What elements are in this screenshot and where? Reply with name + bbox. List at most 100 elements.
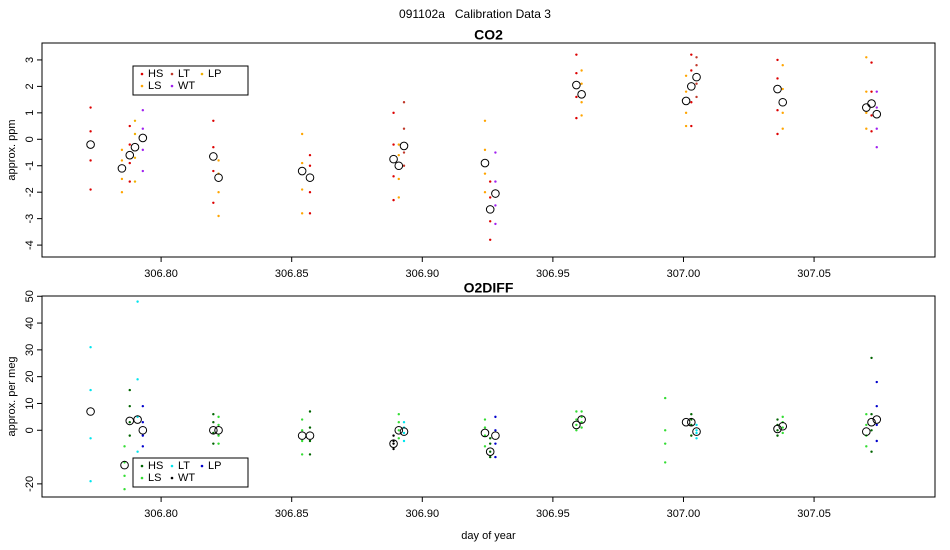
data-point: [684, 90, 688, 93]
mean-marker: [692, 72, 701, 82]
x-tick-label: 306.90: [405, 508, 439, 520]
data-point: [402, 431, 406, 435]
mean-marker: [577, 90, 586, 99]
legend-marker: [140, 476, 144, 480]
data-point: [392, 175, 395, 178]
data-point: [300, 161, 304, 165]
mean-marker: [491, 431, 500, 440]
data-point: [781, 431, 784, 435]
data-point: [133, 156, 137, 160]
mean-marker: [138, 133, 148, 143]
data-point: [128, 161, 131, 165]
data-point: [575, 95, 578, 99]
data-point: [580, 69, 583, 72]
data-point: [870, 450, 873, 453]
data-point: [141, 169, 145, 173]
y-tick-label: 0: [24, 427, 36, 433]
mean-marker: [692, 427, 701, 436]
legend-label: WT: [178, 472, 195, 484]
data-point: [212, 146, 215, 149]
x-axis-label: day of year: [461, 530, 516, 542]
data-point: [120, 177, 124, 181]
data-point: [875, 404, 878, 408]
data-point: [120, 159, 124, 162]
data-point: [690, 412, 693, 416]
data-point: [575, 71, 578, 75]
data-point: [488, 196, 492, 199]
data-point: [392, 434, 395, 437]
x-tick-label: 306.80: [144, 508, 178, 520]
data-point: [865, 111, 868, 115]
y-tick-label: 1: [24, 110, 36, 116]
legend-marker: [170, 476, 174, 480]
data-point: [776, 58, 779, 62]
x-tick-label: 307.00: [667, 268, 701, 280]
data-point: [217, 434, 220, 437]
mean-marker: [872, 415, 882, 424]
mean-marker: [773, 424, 782, 434]
mean-marker: [297, 431, 307, 440]
data-point: [875, 127, 878, 130]
data-point: [392, 198, 395, 202]
mean-marker: [872, 109, 882, 119]
data-point: [128, 434, 131, 437]
data-point: [397, 143, 400, 146]
data-point: [128, 421, 131, 424]
data-point: [212, 169, 215, 173]
data-point: [781, 426, 784, 429]
y-tick-label: -3: [24, 214, 36, 224]
legend-label: LP: [208, 68, 221, 80]
legend-marker: [140, 84, 144, 88]
data-point: [870, 429, 873, 432]
data-point: [870, 356, 873, 360]
data-point: [217, 442, 220, 445]
data-point: [870, 412, 873, 416]
data-point: [308, 190, 312, 194]
plot-frame: [41, 295, 936, 498]
panel-title: CO2: [474, 27, 503, 43]
data-point: [684, 124, 688, 128]
data-point: [865, 56, 868, 59]
data-point: [392, 111, 395, 115]
data-point: [397, 437, 400, 440]
legend-label: HS: [148, 460, 163, 472]
x-tick-label: 306.85: [275, 268, 309, 280]
mean-marker: [399, 141, 409, 151]
data-point: [663, 442, 667, 445]
mean-marker: [480, 158, 490, 168]
data-point: [392, 143, 395, 146]
data-point: [89, 188, 92, 191]
data-point: [695, 64, 698, 67]
data-point: [397, 177, 400, 181]
data-point: [136, 378, 139, 381]
data-point: [136, 450, 139, 453]
y-tick-label: -2: [24, 187, 36, 197]
mean-marker: [681, 417, 691, 427]
mean-marker: [687, 82, 696, 91]
data-point: [488, 442, 492, 445]
data-point: [128, 404, 131, 408]
y-tick-label: 30: [24, 344, 36, 356]
data-point: [580, 101, 583, 104]
legend-box: [132, 65, 249, 96]
data-point: [212, 201, 215, 204]
data-point: [392, 447, 395, 451]
x-tick-label: 306.80: [144, 268, 178, 280]
data-point: [308, 153, 312, 157]
data-point: [128, 124, 131, 128]
data-point: [695, 431, 698, 435]
x-tick-label: 306.85: [275, 508, 309, 520]
legend-box: [132, 457, 249, 488]
data-point: [575, 410, 578, 413]
data-point: [695, 56, 698, 59]
data-point: [308, 410, 312, 413]
data-point: [575, 423, 578, 427]
data-point: [212, 421, 215, 424]
data-point: [217, 159, 220, 162]
data-point: [483, 445, 487, 448]
data-point: [308, 426, 312, 429]
y-axis-label: approx. per meg: [6, 356, 18, 436]
data-point: [870, 90, 873, 93]
data-point: [776, 132, 779, 136]
data-point: [300, 453, 304, 456]
